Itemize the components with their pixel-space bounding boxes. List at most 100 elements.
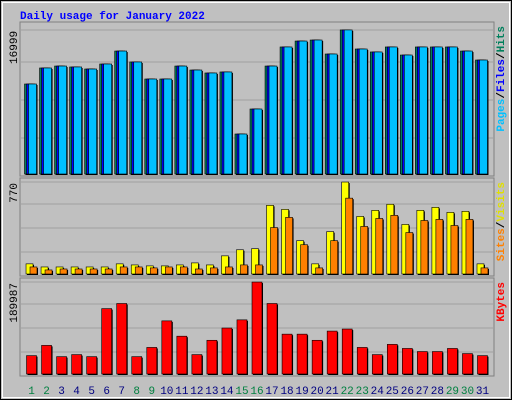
bar bbox=[104, 268, 113, 275]
x-tick-label: 12 bbox=[190, 386, 203, 398]
bar bbox=[221, 327, 233, 375]
x-tick-label: 22 bbox=[341, 386, 354, 398]
bar bbox=[283, 46, 293, 175]
x-tick-label: 18 bbox=[280, 386, 293, 398]
bar bbox=[206, 339, 218, 375]
legend-entry: Files bbox=[496, 59, 508, 92]
bar bbox=[432, 351, 443, 375]
legend-entry: Sites bbox=[496, 228, 508, 261]
bar bbox=[58, 65, 67, 175]
bar bbox=[419, 46, 428, 175]
bar bbox=[210, 267, 218, 275]
bar bbox=[405, 232, 414, 275]
legend-entry: Hits bbox=[496, 26, 508, 52]
bar bbox=[148, 78, 158, 175]
bar bbox=[146, 347, 158, 375]
bar bbox=[74, 268, 83, 275]
bar bbox=[89, 268, 98, 275]
bar bbox=[29, 266, 38, 275]
bar bbox=[465, 219, 474, 275]
bar bbox=[236, 249, 244, 275]
bar bbox=[191, 262, 199, 275]
bar bbox=[268, 65, 278, 175]
bar bbox=[417, 351, 428, 375]
bar bbox=[255, 264, 263, 275]
legend-entry: Pages bbox=[496, 99, 508, 132]
x-tick-label: 31 bbox=[476, 386, 490, 398]
bar bbox=[358, 48, 368, 175]
bar bbox=[300, 244, 308, 275]
y-tick-label: 770 bbox=[9, 183, 21, 203]
bar bbox=[41, 345, 52, 375]
bar bbox=[480, 267, 489, 275]
bar bbox=[477, 355, 488, 375]
bar bbox=[462, 353, 473, 375]
legend-entry: Visits bbox=[496, 182, 508, 222]
x-tick-label: 24 bbox=[371, 386, 385, 398]
x-tick-label: 11 bbox=[175, 386, 189, 398]
x-tick-label: 20 bbox=[311, 386, 324, 398]
bar bbox=[386, 344, 398, 375]
legend-separator: / bbox=[496, 92, 508, 99]
x-tick-label: 16 bbox=[250, 386, 263, 398]
legend: KBytes bbox=[496, 282, 508, 322]
bar bbox=[251, 248, 259, 275]
bar bbox=[298, 40, 308, 175]
bar bbox=[180, 266, 188, 275]
bar bbox=[133, 61, 143, 175]
bar bbox=[435, 219, 444, 275]
x-tick-label: 2 bbox=[43, 386, 50, 398]
x-tick-label: 23 bbox=[356, 386, 369, 398]
x-tick-label: 7 bbox=[118, 386, 125, 398]
bar bbox=[71, 354, 82, 375]
x-tick-label: 26 bbox=[401, 386, 414, 398]
legend: Pages/Files/Hits bbox=[496, 26, 508, 132]
y-tick-label: 189987 bbox=[9, 283, 21, 323]
x-tick-label: 9 bbox=[148, 386, 155, 398]
bar bbox=[434, 46, 443, 175]
legend-separator: / bbox=[496, 221, 508, 228]
bar bbox=[447, 348, 458, 375]
bar bbox=[116, 303, 128, 375]
bar bbox=[161, 320, 173, 375]
bar bbox=[404, 54, 413, 175]
x-tick-label: 10 bbox=[160, 386, 173, 398]
bar bbox=[341, 328, 353, 375]
bar bbox=[88, 68, 97, 175]
x-tick-label: 8 bbox=[133, 386, 140, 398]
bar bbox=[375, 218, 384, 275]
x-tick-label: 29 bbox=[446, 386, 459, 398]
bar bbox=[195, 268, 203, 275]
bar bbox=[270, 227, 278, 275]
bar bbox=[86, 356, 97, 375]
bar bbox=[266, 303, 278, 375]
x-tick-label: 27 bbox=[416, 386, 429, 398]
bar bbox=[101, 308, 112, 375]
bar bbox=[313, 39, 323, 175]
x-tick-label: 1 bbox=[28, 386, 35, 398]
bar bbox=[193, 69, 203, 175]
x-tick-label: 28 bbox=[431, 386, 444, 398]
bar bbox=[191, 354, 203, 375]
bar bbox=[240, 264, 248, 275]
bar bbox=[26, 355, 37, 375]
bar bbox=[103, 63, 112, 175]
bar bbox=[464, 50, 473, 175]
bar bbox=[253, 108, 263, 175]
bar bbox=[479, 59, 488, 175]
bar bbox=[371, 354, 383, 375]
bar bbox=[223, 71, 233, 175]
bar bbox=[315, 267, 323, 275]
x-tick-label: 15 bbox=[235, 386, 248, 398]
bar bbox=[330, 240, 338, 275]
bar bbox=[296, 333, 308, 375]
bar bbox=[449, 46, 458, 175]
bar bbox=[311, 339, 323, 375]
bar bbox=[420, 220, 429, 275]
bar bbox=[343, 29, 353, 175]
x-tick-label: 5 bbox=[88, 386, 95, 398]
bar bbox=[118, 50, 128, 175]
legend-separator: / bbox=[496, 52, 508, 59]
legend-entry: KBytes bbox=[496, 282, 508, 322]
